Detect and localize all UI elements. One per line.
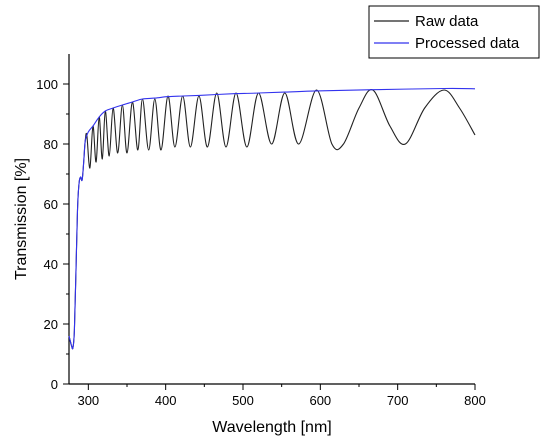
series-line-processed-data <box>68 87 476 350</box>
legend-box <box>368 5 540 59</box>
x-axis-ticks: 300 400 500 600 700 800 <box>77 384 486 408</box>
legend: Raw data Processed data <box>368 5 540 59</box>
series-line-raw-data <box>68 89 476 350</box>
y-tick-label: 80 <box>44 137 58 152</box>
legend-label-raw-data: Raw data <box>415 13 479 30</box>
x-axis-label: Wavelength [nm] <box>212 419 331 436</box>
x-tick-label: 600 <box>309 393 331 408</box>
y-axis-ticks: 0 20 40 60 80 100 <box>36 77 69 392</box>
x-tick-label: 700 <box>387 393 409 408</box>
y-tick-label: 20 <box>44 317 58 332</box>
x-tick-label: 800 <box>464 393 486 408</box>
x-tick-label: 500 <box>232 393 254 408</box>
legend-label-processed-data: Processed data <box>415 35 520 52</box>
y-axis-label: Transmission [%] <box>13 158 30 280</box>
x-tick-label: 400 <box>155 393 177 408</box>
x-tick-label: 300 <box>77 393 99 408</box>
y-tick-label: 60 <box>44 197 58 212</box>
plot-area: 300 400 500 600 700 800 0 20 40 60 80 100 <box>36 54 486 408</box>
series-layer <box>68 87 476 350</box>
y-tick-label: 0 <box>51 377 58 392</box>
y-tick-label: 100 <box>36 77 58 92</box>
y-tick-label: 40 <box>44 257 58 272</box>
